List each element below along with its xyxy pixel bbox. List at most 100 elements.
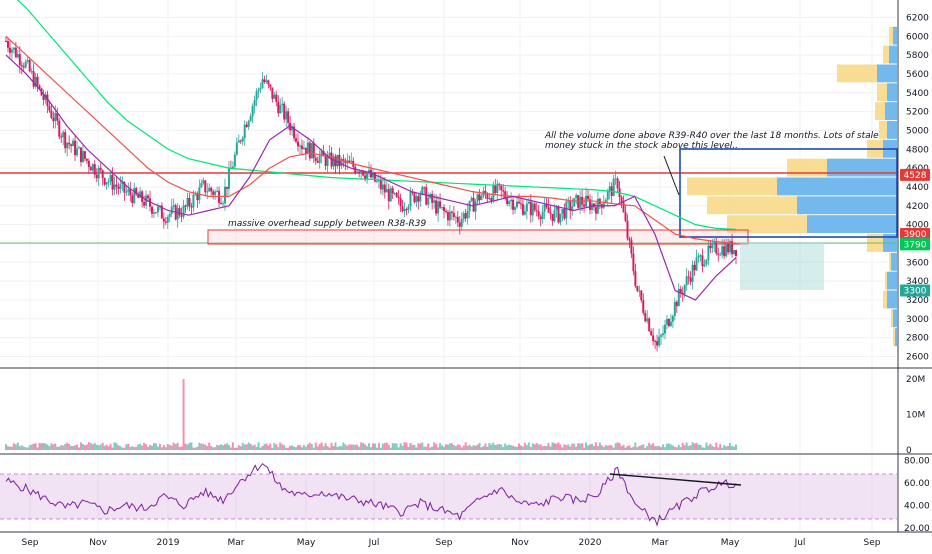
volume-bar	[474, 446, 477, 450]
volume-bar	[109, 443, 112, 450]
volume-bar	[444, 444, 447, 450]
candle-body	[490, 198, 493, 202]
candle-body	[474, 201, 477, 212]
volume-bar	[273, 443, 276, 450]
candle-body	[105, 182, 108, 185]
rsi-tick-2: 40.00	[904, 501, 930, 511]
rsi-tick-0: 80.00	[904, 456, 930, 466]
volume-bar	[249, 443, 252, 450]
candle-body	[539, 216, 542, 220]
candle-body	[247, 120, 250, 128]
volume-axis[interactable]: 20M 10M 0	[906, 375, 925, 456]
time-tick-12: Sep	[864, 538, 881, 548]
candle-body	[310, 143, 313, 159]
volume-bar	[287, 447, 290, 450]
volume-bar	[539, 444, 542, 450]
candle-body	[377, 180, 380, 182]
volume-bar	[121, 447, 124, 450]
volume-bar	[393, 443, 396, 450]
candle-body	[50, 110, 53, 118]
candle-body	[20, 65, 23, 67]
volume-bar	[348, 444, 351, 450]
volume-bar	[166, 444, 169, 450]
candle-body	[504, 191, 507, 199]
volume-bar	[318, 444, 321, 450]
volume-bar	[139, 443, 142, 450]
candle-body	[176, 208, 179, 220]
volume-bar	[547, 443, 550, 450]
volume-bar	[338, 446, 341, 450]
candle-body	[464, 213, 467, 219]
rsi-axis[interactable]: 80.00 60.00 40.00 20.00	[904, 456, 930, 533]
candle-body	[628, 238, 631, 241]
candle-body	[30, 71, 33, 73]
candle-body	[36, 76, 39, 86]
candle-body	[366, 173, 369, 179]
volume-bar	[83, 445, 86, 450]
volume-bar	[42, 443, 45, 450]
volume-bar	[553, 443, 556, 450]
candle-body	[500, 184, 503, 191]
volume-zone-box[interactable]	[679, 148, 898, 238]
candle-body	[46, 94, 49, 107]
volume-bar	[466, 445, 469, 450]
volume-bar	[460, 447, 463, 450]
price-tick-2800: 2800	[906, 334, 929, 344]
candle-body	[681, 292, 684, 294]
candle-body	[14, 47, 17, 58]
volume-bar	[115, 443, 118, 450]
volume-bar	[352, 444, 355, 450]
candle-body	[314, 157, 317, 161]
candle-body	[521, 204, 524, 215]
candle-body	[257, 89, 260, 92]
volume-bar	[612, 447, 615, 450]
volume-bar	[358, 446, 361, 450]
candle-body	[663, 324, 666, 334]
volume-bar	[594, 442, 597, 450]
candle-body	[519, 203, 522, 205]
volume-bar	[496, 444, 499, 450]
price-axis[interactable]: 6200600058005600540052005000480046004400…	[906, 13, 929, 362]
rsi-tick-1: 60.00	[904, 479, 930, 489]
candle-body	[225, 186, 228, 189]
price-tick-6000: 6000	[906, 32, 929, 42]
rsi-divergence-line[interactable]	[609, 473, 742, 486]
time-tick-7: Nov	[511, 538, 529, 548]
candle-body	[368, 169, 371, 174]
candle-body	[660, 335, 663, 337]
candle-body	[172, 205, 175, 207]
candle-body	[662, 333, 664, 336]
volume-bar	[160, 447, 163, 450]
volume-bar	[101, 442, 104, 450]
volume-bar	[646, 446, 649, 450]
volume-bar	[403, 442, 406, 450]
candle-body	[324, 156, 327, 166]
time-tick-2: 2019	[157, 538, 180, 548]
volume-bar	[557, 442, 560, 450]
volume-bar	[324, 443, 327, 450]
volume-bar	[149, 444, 152, 450]
candle-body	[425, 187, 428, 205]
volume-bar	[652, 443, 655, 450]
volume-bar	[624, 447, 627, 450]
volume-bar	[715, 442, 718, 450]
supply-zone-box[interactable]	[207, 229, 749, 245]
volume-bar	[375, 447, 378, 450]
time-tick-9: Mar	[652, 538, 669, 548]
candle-body	[275, 94, 278, 102]
candle-body	[188, 197, 191, 207]
moving-average-1	[5, 35, 737, 245]
target-zone-box[interactable]	[740, 242, 824, 290]
volume-bar	[316, 446, 319, 450]
volume-bar	[269, 443, 272, 450]
volume-bar	[600, 445, 603, 450]
candle-body	[543, 204, 546, 212]
annotation-arrow[interactable]	[663, 155, 680, 196]
candle-body	[214, 191, 217, 195]
candle-body	[291, 126, 294, 131]
time-axis[interactable]: Sep Nov 2019 Mar May Jul Sep Nov 2020 Mar May Jul Se…	[22, 538, 881, 548]
volume-bar	[448, 443, 451, 450]
candle-body	[494, 185, 497, 194]
